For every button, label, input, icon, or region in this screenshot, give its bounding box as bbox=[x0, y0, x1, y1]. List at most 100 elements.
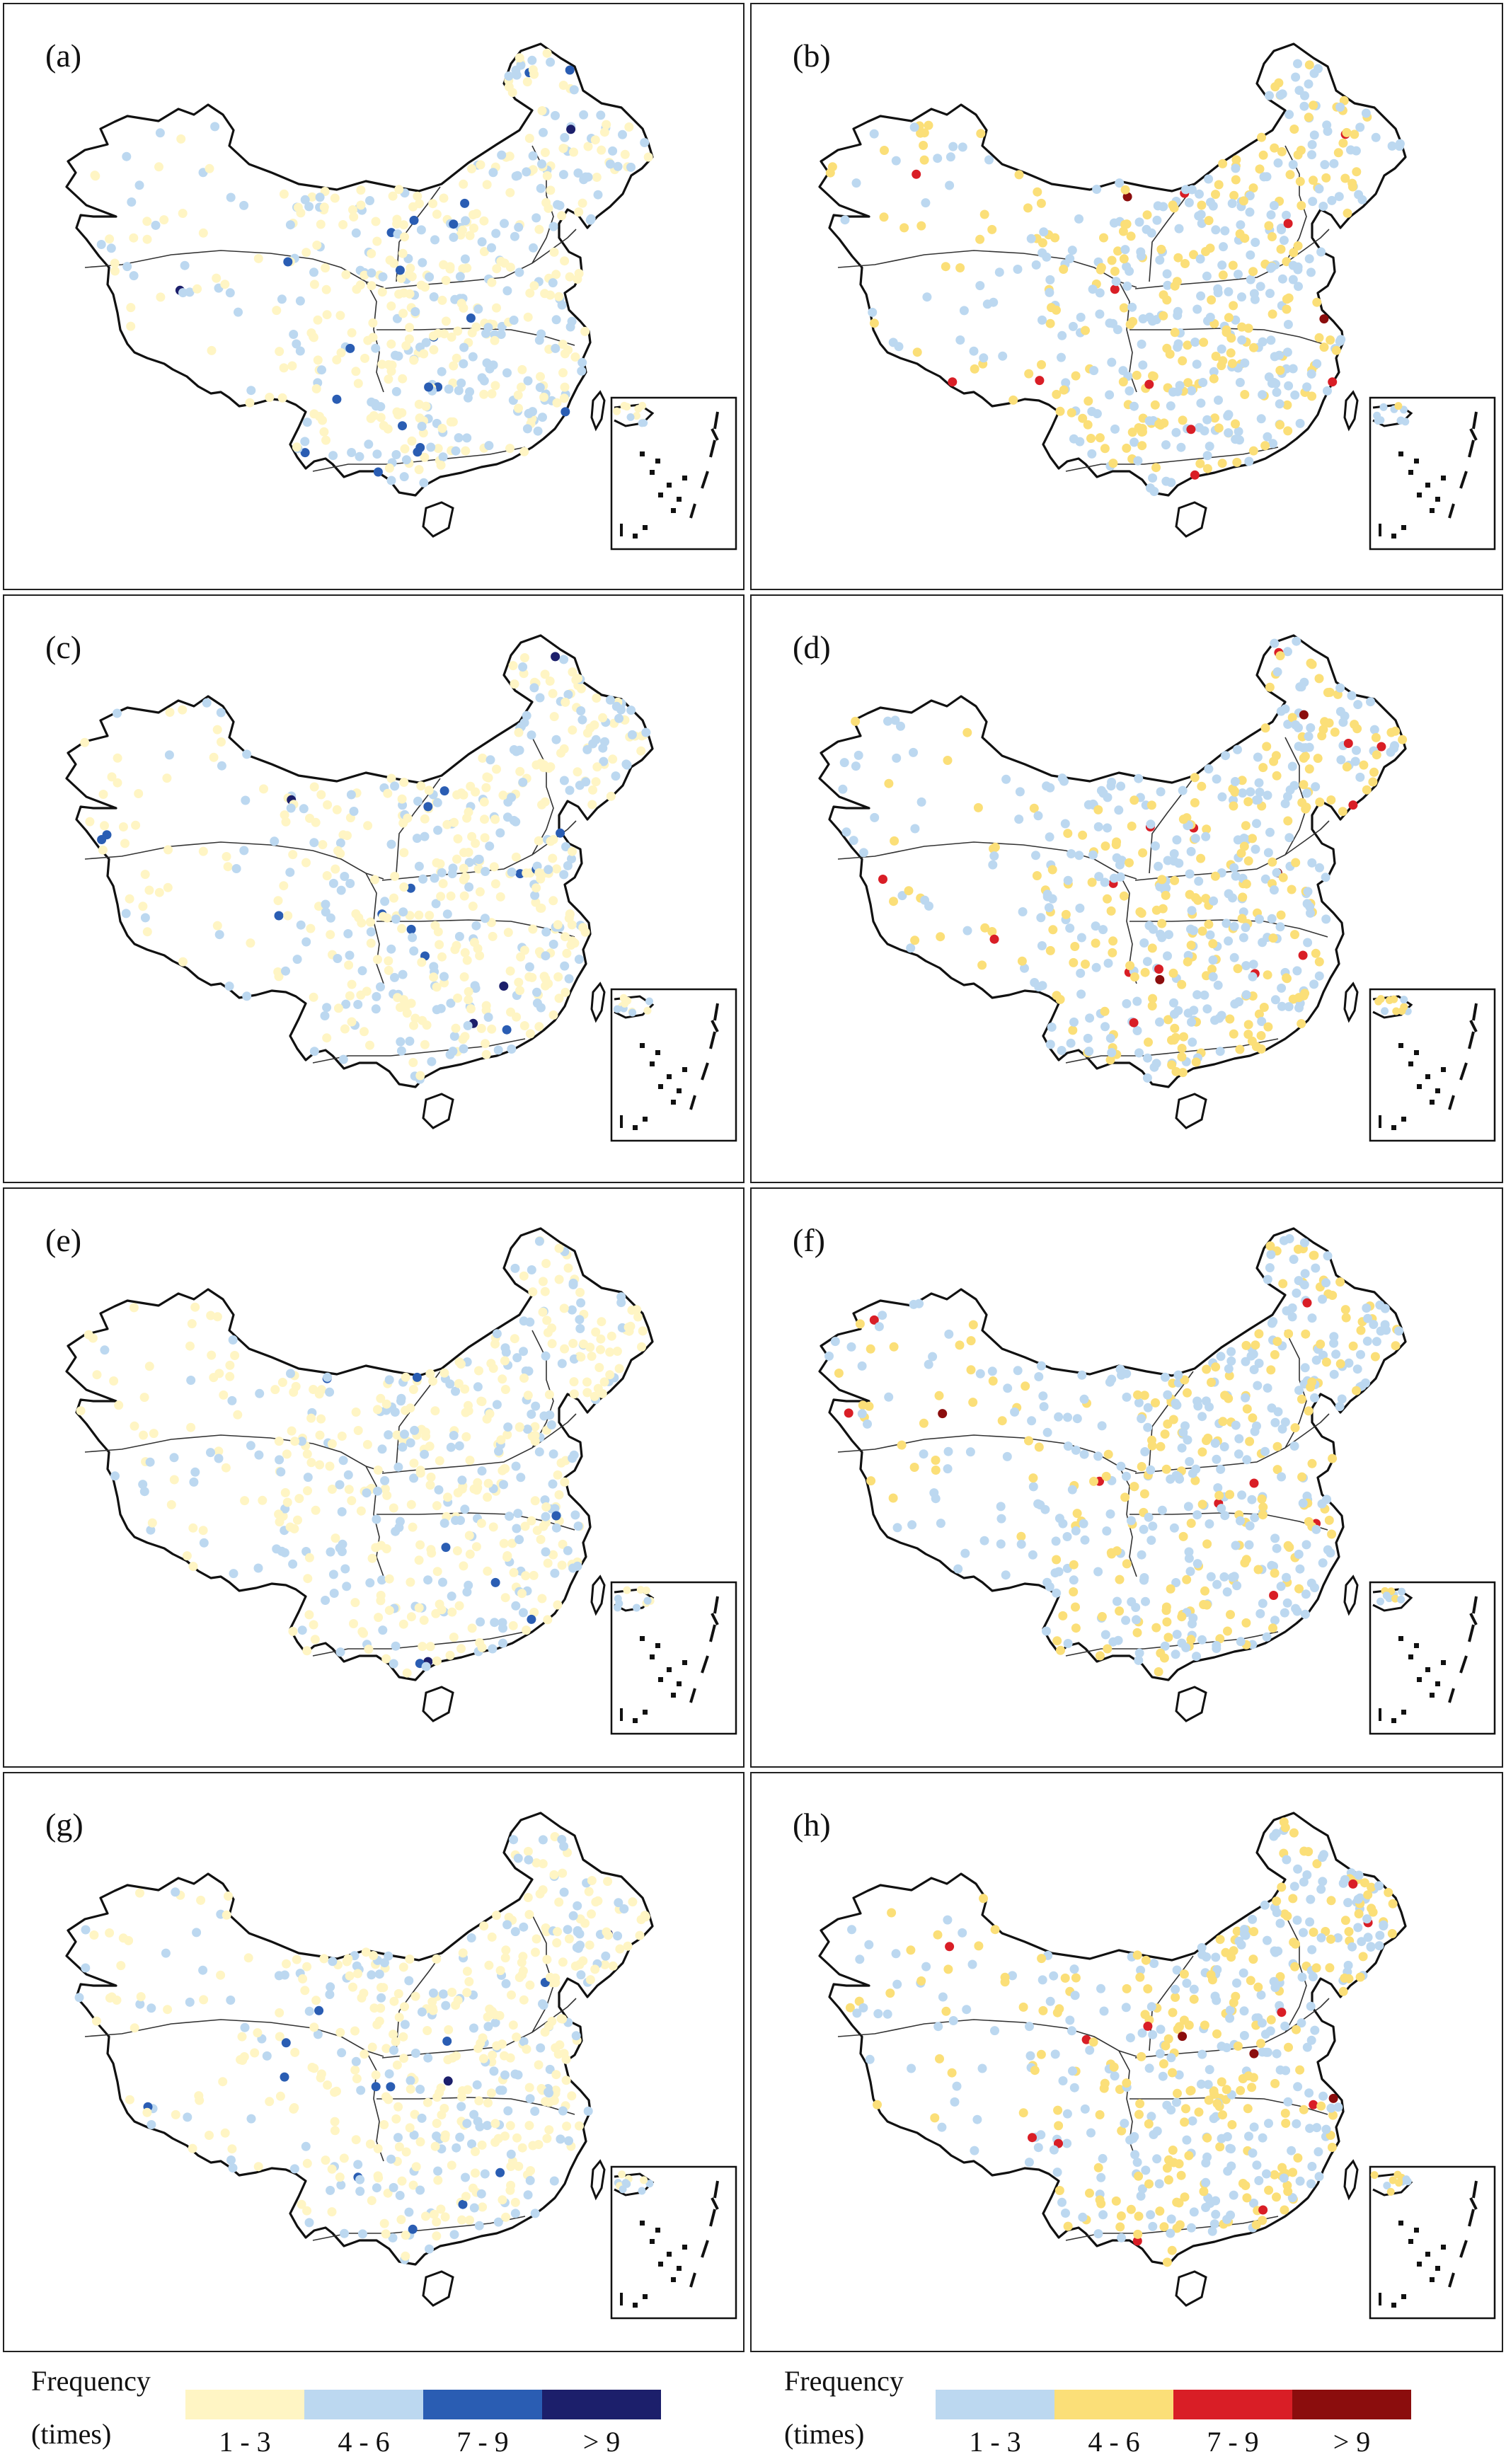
station-dot bbox=[1231, 155, 1241, 165]
country-outline bbox=[818, 1812, 1407, 2266]
station-dot bbox=[1163, 1015, 1173, 1025]
station-dot bbox=[1270, 143, 1280, 153]
station-dot bbox=[1299, 1877, 1309, 1887]
station-dot bbox=[1096, 785, 1106, 795]
station-dot bbox=[950, 2097, 960, 2107]
station-dot bbox=[220, 280, 230, 289]
station-dot bbox=[1105, 390, 1115, 400]
station-dot bbox=[1224, 287, 1234, 297]
station-dot bbox=[527, 730, 536, 740]
panel-label: (a) bbox=[45, 38, 82, 74]
station-dot bbox=[464, 995, 473, 1005]
station-dot bbox=[1268, 232, 1277, 241]
station-dot bbox=[560, 961, 570, 971]
station-dot bbox=[1291, 72, 1301, 82]
station-dot bbox=[582, 1377, 592, 1387]
station-dot bbox=[1306, 369, 1316, 379]
station-dot bbox=[374, 2016, 384, 2026]
station-dot bbox=[1239, 1929, 1249, 1939]
station-dot bbox=[1287, 1312, 1297, 1322]
station-dot bbox=[1163, 2034, 1173, 2044]
station-dot bbox=[1312, 1859, 1322, 1869]
station-dot bbox=[1166, 2105, 1176, 2115]
station-dot bbox=[1061, 2209, 1070, 2218]
station-dot bbox=[1178, 814, 1188, 824]
station-dot bbox=[854, 1996, 864, 2006]
station-dot bbox=[1107, 255, 1117, 265]
station-dot bbox=[1143, 1053, 1152, 1063]
station-dot bbox=[1275, 922, 1285, 932]
station-dot bbox=[478, 753, 488, 763]
station-dot bbox=[1085, 2188, 1094, 2198]
station-dot bbox=[565, 785, 575, 795]
station-dot bbox=[480, 814, 489, 824]
station-dot bbox=[461, 1432, 471, 1441]
station-dot bbox=[527, 1614, 536, 1624]
station-dot bbox=[482, 772, 492, 782]
station-dot bbox=[1127, 822, 1137, 831]
station-dot bbox=[439, 329, 449, 339]
station-dot bbox=[524, 1910, 534, 1919]
station-dot bbox=[483, 1566, 493, 1576]
station-dot bbox=[1260, 874, 1270, 884]
station-dot bbox=[621, 2179, 630, 2187]
station-dot bbox=[558, 1868, 568, 1878]
station-dot bbox=[1226, 348, 1236, 358]
station-dot bbox=[1205, 2065, 1214, 2075]
station-dot bbox=[417, 1424, 427, 1434]
station-dot bbox=[360, 270, 369, 280]
station-dot bbox=[1277, 2008, 1287, 2017]
station-dot bbox=[1299, 743, 1309, 753]
station-dot bbox=[355, 2187, 365, 2197]
station-dot bbox=[209, 752, 219, 762]
station-dot bbox=[1319, 342, 1329, 352]
legend-class-label: 4 - 6 bbox=[1088, 2426, 1140, 2458]
station-dot bbox=[1067, 1485, 1077, 1495]
station-dot bbox=[241, 795, 251, 805]
station-dot bbox=[489, 862, 499, 872]
station-dot bbox=[1156, 1441, 1166, 1451]
station-dot bbox=[454, 386, 464, 396]
station-dot bbox=[437, 952, 447, 962]
station-dot bbox=[536, 1535, 546, 1544]
station-dot bbox=[1212, 1640, 1222, 1650]
station-dot bbox=[371, 2082, 381, 2092]
legend-class-label: 7 - 9 bbox=[456, 2426, 509, 2458]
station-dot bbox=[1162, 2257, 1172, 2267]
station-dot bbox=[497, 150, 507, 160]
station-dot bbox=[371, 401, 381, 411]
station-dot bbox=[535, 1889, 545, 1899]
station-dot bbox=[1069, 1575, 1079, 1585]
station-dot bbox=[326, 913, 335, 923]
station-dot bbox=[515, 986, 524, 996]
station-dot bbox=[1226, 1952, 1236, 1962]
station-dot bbox=[492, 1911, 502, 1921]
station-dot bbox=[892, 1979, 902, 1989]
station-dot bbox=[480, 2169, 490, 2179]
station-dot bbox=[1352, 167, 1362, 177]
station-dot bbox=[471, 984, 481, 993]
station-dot bbox=[1079, 1449, 1089, 1459]
station-dot bbox=[441, 316, 451, 326]
station-dot bbox=[1366, 697, 1375, 707]
station-dot bbox=[130, 1421, 139, 1431]
station-dot bbox=[857, 1361, 867, 1371]
station-dot bbox=[1028, 2133, 1037, 2143]
station-dot bbox=[1052, 2008, 1062, 2017]
station-dot bbox=[1263, 432, 1272, 442]
station-dot bbox=[1324, 718, 1334, 728]
station-dot bbox=[614, 1898, 623, 1908]
station-dot bbox=[469, 223, 478, 233]
station-dot bbox=[384, 2069, 394, 2079]
station-dot bbox=[423, 1575, 433, 1585]
station-dot bbox=[366, 927, 376, 937]
station-dot bbox=[1231, 871, 1241, 881]
station-dot bbox=[1134, 2171, 1144, 2181]
map-panel-g: (g) bbox=[3, 1772, 745, 2352]
station-dot bbox=[156, 292, 166, 302]
station-dot bbox=[198, 228, 208, 238]
station-dot bbox=[1062, 2109, 1072, 2119]
station-dot bbox=[146, 2003, 156, 2013]
station-dot bbox=[1372, 1337, 1381, 1347]
station-dot bbox=[444, 2025, 454, 2034]
